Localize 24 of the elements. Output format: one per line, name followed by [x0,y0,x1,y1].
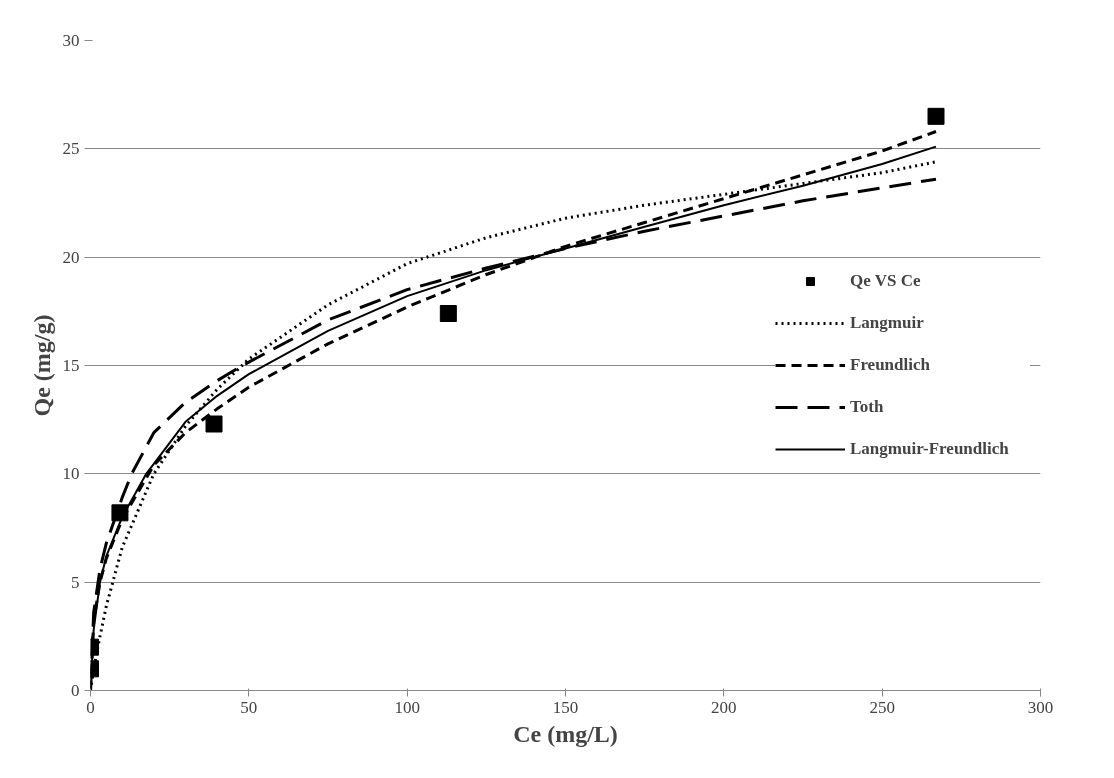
x-tick-label: 0 [86,697,95,717]
legend-label: Qe VS Ce [850,271,922,291]
x-tick-label: 100 [394,697,420,717]
y-tick-label: 15 [62,356,80,375]
x-tick-label: 300 [1027,697,1054,717]
y-tick-label: 0 [71,681,80,700]
x-tick-label: 250 [869,697,895,717]
point [927,107,945,125]
x-tick-label: 150 [552,697,579,717]
y-tick-label: 10 [62,464,80,484]
legend-label: Langmuir-Freundlich [850,439,1010,459]
y-tick-label: 20 [62,247,80,267]
legend-label: Toth [850,397,885,417]
x-tick-label: 50 [240,697,258,717]
y-tick-label: 30 [62,31,80,50]
x-axis-title: Ce (mg/L) [513,720,618,747]
point [439,305,457,322]
x-tick-label: 200 [711,697,737,717]
legend-label: Langmuir [850,313,925,333]
y-axis-title: Qe (mg/g) [28,314,55,417]
y-tick-label: 5 [71,572,80,592]
y-tick-label: 25 [62,139,80,159]
legend-label: Freundlich [850,355,931,375]
point [205,415,223,433]
